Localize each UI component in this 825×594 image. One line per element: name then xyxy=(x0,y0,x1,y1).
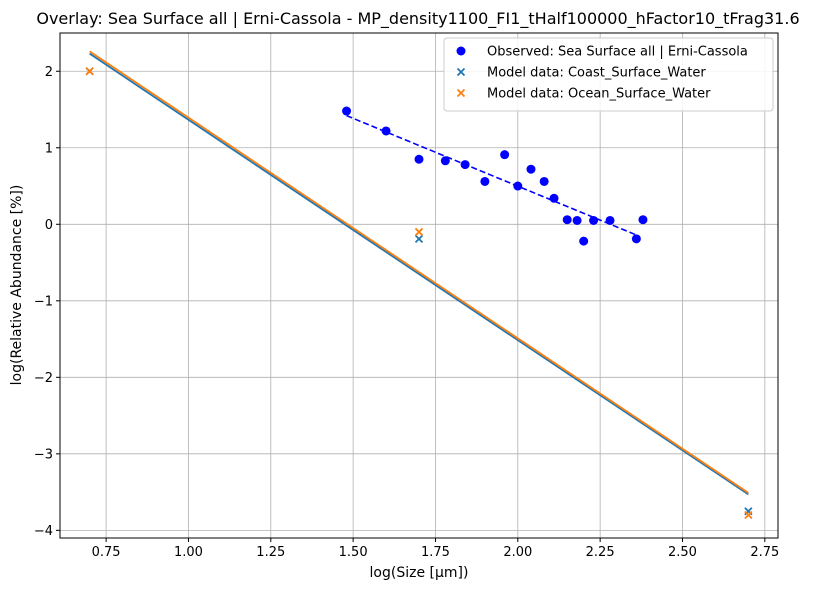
data-point-x xyxy=(414,234,424,243)
data-point xyxy=(414,154,424,164)
data-point xyxy=(381,126,391,136)
legend-label: Model data: Coast_Surface_Water xyxy=(487,66,706,81)
x-tick-label: 2.00 xyxy=(503,545,532,560)
data-point xyxy=(572,215,582,225)
y-tick-label: 2 xyxy=(45,65,53,80)
data-point xyxy=(342,106,352,116)
x-axis-label: log(Size [μm]) xyxy=(370,565,469,581)
y-axis-label: log(Relative Abundance [%]) xyxy=(9,185,25,386)
fit-line xyxy=(89,50,749,494)
data-point xyxy=(631,234,641,244)
y-tick-label: −3 xyxy=(34,447,53,462)
data-point xyxy=(513,181,523,191)
plot-frame xyxy=(59,32,779,539)
legend-label: Model data: Ocean_Surface_Water xyxy=(487,87,711,102)
legend: Observed: Sea Surface all | Erni-Cassola… xyxy=(443,37,774,112)
data-point-x xyxy=(744,510,753,520)
data-point-x xyxy=(85,67,94,76)
data-point xyxy=(579,236,589,246)
data-point xyxy=(480,176,490,186)
x-tick-label: 1.25 xyxy=(256,545,285,560)
data-point xyxy=(549,193,559,203)
data-points xyxy=(85,67,753,520)
y-tick-label: −4 xyxy=(34,524,53,539)
legend-marker xyxy=(456,46,466,56)
x-tick-label: 0.75 xyxy=(92,545,121,560)
legend-label: Observed: Sea Surface all | Erni-Cassola xyxy=(487,45,748,60)
data-point-x xyxy=(414,227,424,237)
x-tick-label: 2.50 xyxy=(668,545,697,560)
data-point xyxy=(500,150,510,160)
x-tick-label: 2.75 xyxy=(750,545,779,560)
x-tick-label: 1.75 xyxy=(421,545,450,560)
x-tick-label: 1.50 xyxy=(339,545,368,560)
y-tick-label: −2 xyxy=(34,371,53,386)
data-point xyxy=(526,164,536,174)
data-point xyxy=(562,215,572,225)
legend-box xyxy=(443,37,774,112)
chart-title: Overlay: Sea Surface all | Erni-Cassola … xyxy=(36,9,799,29)
data-point xyxy=(638,215,648,225)
fit-line xyxy=(89,52,749,496)
data-point xyxy=(589,215,599,225)
y-tick-label: 1 xyxy=(45,141,53,156)
data-point xyxy=(460,160,470,170)
legend-marker xyxy=(456,88,466,98)
y-tick-label: 0 xyxy=(45,218,53,233)
data-point xyxy=(440,156,450,166)
y-tick-label: −1 xyxy=(34,294,53,309)
axis-ticks: 0.75 1.00 1.25 1.50 1.75 2.00 2.25 2.50 2.75 −4 −3… xyxy=(34,65,779,560)
x-tick-label: 1.00 xyxy=(174,545,203,560)
legend-marker xyxy=(456,67,466,77)
data-point xyxy=(605,215,615,225)
fit-line xyxy=(346,114,637,236)
x-tick-label: 2.25 xyxy=(586,545,615,560)
fit-lines xyxy=(89,50,749,496)
data-point xyxy=(539,176,549,186)
